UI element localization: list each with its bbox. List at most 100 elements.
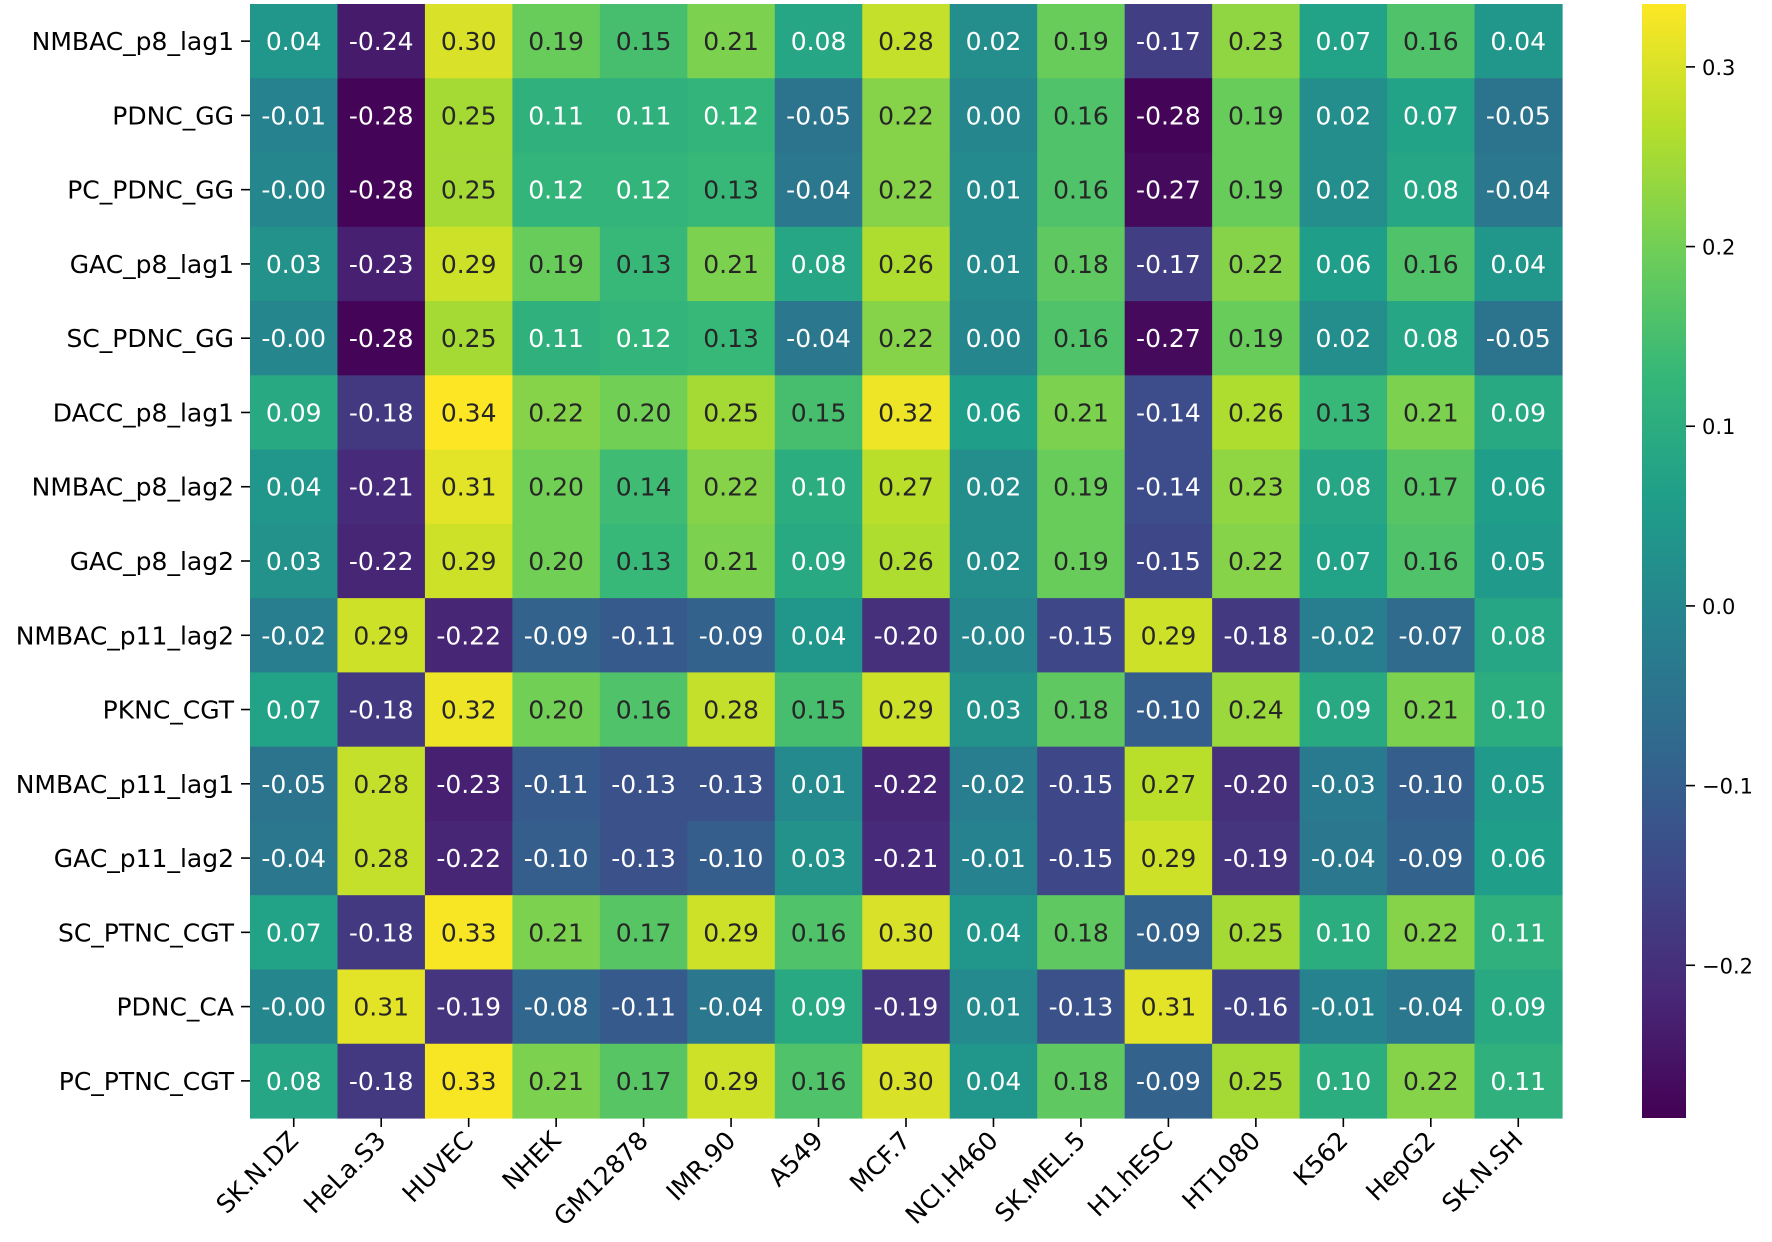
cell-value-label: 0.10: [1315, 918, 1371, 947]
cell-value-label: 0.25: [703, 398, 759, 427]
heatmap-cell: [949, 598, 1038, 673]
heatmap-cells: 0.04 -0.24 0.30 0.19 0.15 0.21 0.08 0.28 0.02 0.1…: [250, 4, 1563, 1119]
cell-value-label: -0.23: [436, 770, 501, 799]
cell-value-label: 0.07: [1403, 101, 1459, 130]
heatmap-cell: [424, 301, 513, 376]
heatmap-cell: [512, 672, 601, 748]
heatmap-cell: [1474, 895, 1563, 971]
heatmap-cell: [1212, 523, 1301, 599]
heatmap-cell: [1037, 4, 1126, 79]
cell-value-label: -0.27: [1136, 176, 1201, 205]
heatmap-cell: [687, 820, 776, 896]
heatmap-cell: [949, 4, 1038, 79]
heatmap-cell: [1387, 746, 1476, 822]
heatmap-cell: [1387, 301, 1476, 376]
heatmap-cell: [774, 226, 863, 302]
cell-value-label: 0.04: [266, 473, 322, 502]
heatmap-cell: [862, 226, 951, 302]
heatmap-cell: [1387, 4, 1476, 79]
cell-value-label: 0.19: [1053, 27, 1109, 56]
heatmap-cell: [774, 746, 863, 822]
heatmap-cell: [1299, 449, 1388, 525]
heatmap-cell: [512, 523, 601, 599]
cell-value-label: 0.22: [528, 398, 584, 427]
cell-value-label: 0.07: [266, 696, 322, 725]
heatmap-cell: [1212, 301, 1301, 376]
cell-value-label: 0.10: [1315, 1067, 1371, 1096]
heatmap-cell: [1299, 4, 1388, 79]
heatmap-cell: [512, 375, 601, 451]
heatmap-cell: [862, 449, 951, 525]
heatmap-cell: [1387, 969, 1476, 1045]
heatmap-cell: [1212, 969, 1301, 1045]
column-label: HT1080: [1177, 1126, 1267, 1216]
cell-value-label: 0.32: [441, 696, 497, 725]
cell-value-label: 0.01: [791, 770, 847, 799]
heatmap-cell: [1037, 1043, 1126, 1119]
row-label: GAC_p11_lag2: [54, 844, 234, 873]
heatmap-cell: [599, 449, 688, 525]
cell-value-label: -0.27: [1136, 324, 1201, 353]
heatmap-cell: [424, 820, 513, 896]
cell-value-label: 0.17: [616, 1067, 672, 1096]
colorbar-ticks: 0.3 0.2 0.1 0.0 −0.1 −0.2: [1686, 56, 1753, 978]
cell-value-label: 0.21: [1403, 696, 1459, 725]
heatmap-cell: [774, 301, 863, 376]
cell-value-label: 0.08: [266, 1067, 322, 1096]
colorbar-tick-label: −0.1: [1702, 775, 1753, 799]
cell-value-label: 0.25: [441, 324, 497, 353]
heatmap-cell: [1124, 78, 1213, 154]
heatmap-cell: [599, 78, 688, 154]
cell-value-label: -0.00: [261, 324, 326, 353]
cell-value-label: 0.22: [878, 176, 934, 205]
cell-value-label: -0.23: [349, 250, 414, 279]
heatmap-cell: [337, 746, 426, 822]
heatmap-cell: [599, 523, 688, 599]
heatmap-cell: [862, 152, 951, 228]
heatmap-cell: [512, 820, 601, 896]
cell-value-label: 0.21: [1053, 398, 1109, 427]
cell-value-label: 0.08: [791, 250, 847, 279]
cell-value-label: 0.11: [528, 324, 584, 353]
heatmap-cell: [862, 672, 951, 748]
heatmap-cell: [1474, 375, 1563, 451]
cell-value-label: 0.25: [441, 101, 497, 130]
row-label: NMBAC_p11_lag1: [16, 770, 234, 799]
row-label: NMBAC_p8_lag2: [32, 473, 234, 502]
cell-value-label: 0.16: [1403, 547, 1459, 576]
heatmap-cell: [424, 1043, 513, 1119]
cell-value-label: -0.09: [1398, 844, 1463, 873]
row-label: NMBAC_p11_lag2: [16, 621, 234, 650]
heatmap-cell: [862, 4, 951, 79]
cell-value-label: 0.00: [966, 101, 1022, 130]
cell-value-label: 0.26: [878, 250, 934, 279]
heatmap-cell: [1387, 449, 1476, 525]
heatmap-cell: [1212, 895, 1301, 971]
heatmap-cell: [949, 895, 1038, 971]
heatmap-cell: [599, 895, 688, 971]
cell-value-label: -0.21: [874, 844, 939, 873]
cell-value-label: -0.22: [436, 621, 501, 650]
heatmap-cell: [1124, 301, 1213, 376]
heatmap-cell: [1299, 672, 1388, 748]
heatmap-cell: [1037, 598, 1126, 673]
cell-value-label: 0.23: [1228, 27, 1284, 56]
heatmap-cell: [1212, 746, 1301, 822]
cell-value-label: 0.04: [1490, 27, 1546, 56]
cell-value-label: 0.21: [528, 918, 584, 947]
cell-value-label: -0.15: [1049, 844, 1114, 873]
cell-value-label: 0.10: [1490, 696, 1546, 725]
heatmap-cell: [1299, 78, 1388, 154]
cell-value-label: -0.04: [786, 324, 851, 353]
cell-value-label: -0.04: [261, 844, 326, 873]
heatmap-cell: [250, 301, 339, 376]
cell-value-label: 0.25: [1228, 918, 1284, 947]
heatmap-cell: [1387, 226, 1476, 302]
cell-value-label: 0.02: [966, 27, 1022, 56]
heatmap-cell: [512, 226, 601, 302]
heatmap-cell: [250, 1043, 339, 1119]
heatmap-cell: [1299, 746, 1388, 822]
heatmap-cell: [250, 226, 339, 302]
cell-value-label: 0.16: [1053, 324, 1109, 353]
